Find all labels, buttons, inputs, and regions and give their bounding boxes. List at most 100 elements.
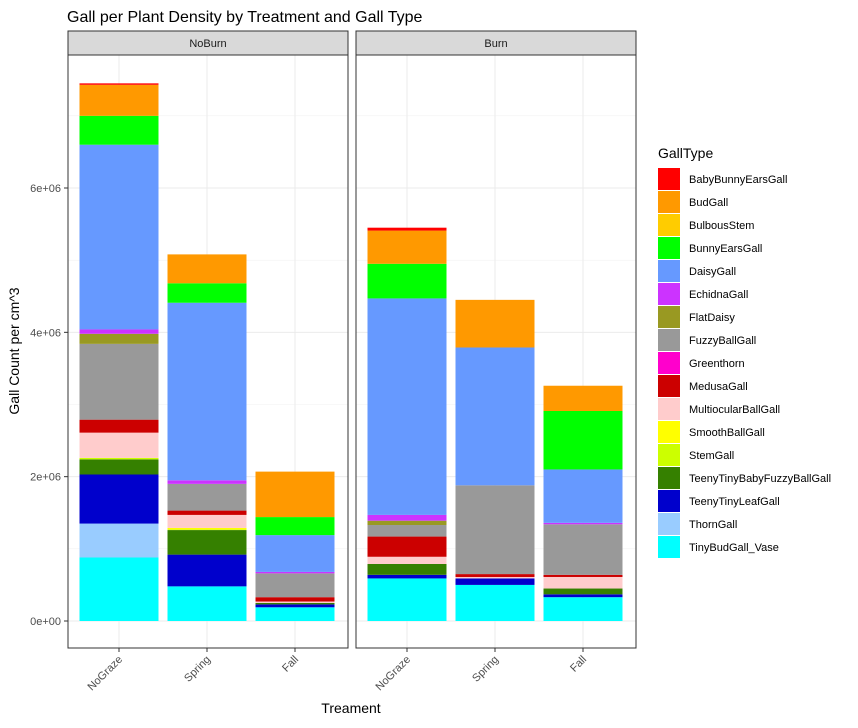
bar-segment-babybunnyearsgall bbox=[367, 227, 447, 231]
bar-segment-tinybudgall_vase bbox=[543, 597, 623, 621]
bar-segment-daisygall bbox=[367, 298, 447, 515]
legend-swatch bbox=[658, 467, 680, 489]
bar-segment-teenytinyleafgall bbox=[79, 474, 159, 524]
bar-segment-teenytinyleafgall bbox=[167, 554, 247, 587]
bar-segment-fuzzyballgall bbox=[255, 573, 335, 598]
legend-item-stemgall: StemGall bbox=[658, 444, 734, 466]
legend-item-bulbousstem: BulbousStem bbox=[658, 214, 754, 236]
bar-segment-budgall bbox=[543, 385, 623, 411]
bar-segment-echidnagall bbox=[367, 514, 447, 521]
bar-segment-stemgall bbox=[79, 457, 159, 460]
legend-item-smoothballgall: SmoothBallGall bbox=[658, 421, 765, 443]
legend-label: SmoothBallGall bbox=[689, 427, 765, 439]
bar-segment-babybunnyearsgall bbox=[79, 83, 159, 85]
bar-segment-teenytinyleafgall bbox=[455, 578, 535, 585]
bar-segment-multiocularballgall bbox=[543, 576, 623, 589]
bar-segment-teenytinybabyfuzzyballgall bbox=[367, 563, 447, 575]
legend-swatch bbox=[658, 513, 680, 535]
bar-segment-teenytinyleafgall bbox=[255, 604, 335, 608]
bar-segment-multiocularballgall bbox=[79, 432, 159, 458]
bar-segment-fuzzyballgall bbox=[167, 483, 247, 511]
bar-segment-medusagall bbox=[455, 574, 535, 577]
bar-segment-daisygall bbox=[79, 144, 159, 330]
bar-noburn-fall bbox=[255, 471, 335, 621]
bar-segment-bunnyearsgall bbox=[167, 283, 247, 303]
bar-segment-medusagall bbox=[79, 419, 159, 433]
facet-strip-label: NoBurn bbox=[189, 38, 226, 50]
legend-item-daisygall: DaisyGall bbox=[658, 260, 736, 282]
bar-segment-flatdaisy bbox=[79, 333, 159, 344]
legend: GallType BabyBunnyEarsGall BudGall Bulbous… bbox=[658, 145, 831, 558]
legend-swatch bbox=[658, 444, 680, 466]
legend-label: MultiocularBallGall bbox=[689, 404, 780, 416]
legend-label: TeenyTinyBabyFuzzyBallGall bbox=[689, 473, 831, 485]
bar-segment-teenytinybabyfuzzyballgall bbox=[167, 530, 247, 555]
panel-border bbox=[67, 54, 349, 649]
bar-segment-multiocularballgall bbox=[367, 556, 447, 564]
legend-item-teenytinyleafgall: TeenyTinyLeafGall bbox=[658, 490, 780, 512]
legend-swatch bbox=[658, 283, 680, 305]
x-tick-label: Spring bbox=[182, 654, 213, 685]
legend-item-bunnyearsgall: BunnyEarsGall bbox=[658, 237, 762, 259]
bar-noburn-nograze bbox=[79, 83, 159, 621]
legend-swatch bbox=[658, 536, 680, 558]
legend-swatch bbox=[658, 260, 680, 282]
legend-label: BabyBunnyEarsGall bbox=[689, 174, 787, 186]
legend-label: Greenthorn bbox=[689, 358, 745, 370]
y-axis: 0e+00 2e+06 4e+06 6e+06 bbox=[30, 183, 68, 628]
bar-noburn-spring bbox=[167, 254, 247, 621]
bar-segment-multiocularballgall bbox=[255, 601, 335, 603]
legend-label: TeenyTinyLeafGall bbox=[689, 496, 780, 508]
y-tick-label: 0e+00 bbox=[30, 616, 61, 628]
facet-strip bbox=[67, 30, 349, 56]
facet-panel-noburn: NoBurn NoGraze Spring Fall bbox=[67, 30, 349, 693]
legend-label: TinyBudGall_Vase bbox=[689, 542, 779, 554]
bar-segment-budgall bbox=[167, 254, 247, 284]
legend-swatch bbox=[658, 421, 680, 443]
legend-label: MedusaGall bbox=[689, 381, 748, 393]
bar-segment-daisygall bbox=[543, 469, 623, 523]
legend-item-fuzzyballgall: FuzzyBallGall bbox=[658, 329, 756, 351]
legend-swatch bbox=[658, 352, 680, 374]
y-tick-label: 2e+06 bbox=[30, 472, 61, 484]
bar-segment-smoothballgall bbox=[167, 527, 247, 530]
legend-item-medusagall: MedusaGall bbox=[658, 375, 748, 397]
y-axis-title: Gall Count per cm^3 bbox=[6, 287, 22, 414]
bar-segment-fuzzyballgall bbox=[455, 485, 535, 575]
bar-segment-medusagall bbox=[367, 536, 447, 557]
bar-segment-fuzzyballgall bbox=[367, 525, 447, 537]
bar-segment-fuzzyballgall bbox=[543, 524, 623, 575]
bar-segment-teenytinybabyfuzzyballgall bbox=[543, 588, 623, 595]
x-tick-label: Fall bbox=[280, 654, 301, 675]
y-tick-label: 4e+06 bbox=[30, 327, 61, 339]
bar-segment-medusagall bbox=[167, 510, 247, 515]
legend-swatch bbox=[658, 237, 680, 259]
facet-strip bbox=[355, 30, 637, 56]
bar-segment-echidnagall bbox=[167, 480, 247, 484]
legend-label: BudGall bbox=[689, 197, 728, 209]
bar-segment-budgall bbox=[255, 471, 335, 518]
legend-item-echidnagall: EchidnaGall bbox=[658, 283, 748, 305]
legend-label: FuzzyBallGall bbox=[689, 335, 756, 347]
bar-segment-multiocularballgall bbox=[455, 576, 535, 579]
bar-segment-bunnyearsgall bbox=[79, 115, 159, 145]
y-tick-label: 6e+06 bbox=[30, 183, 61, 195]
x-axis-title: Treament bbox=[321, 700, 381, 716]
bar-segment-thorngall bbox=[79, 523, 159, 558]
bar-segment-bunnyearsgall bbox=[543, 410, 623, 470]
legend-label: DaisyGall bbox=[689, 266, 736, 278]
facet-strip-label: Burn bbox=[484, 38, 507, 50]
bar-segment-teenytinyleafgall bbox=[543, 594, 623, 598]
legend-swatch bbox=[658, 375, 680, 397]
bar-segment-teenytinybabyfuzzyballgall bbox=[255, 602, 335, 605]
facet-panel-burn: Burn NoGraze Spring Fall bbox=[355, 30, 637, 693]
bar-segment-bunnyearsgall bbox=[255, 517, 335, 536]
bar-segment-echidnagall bbox=[255, 571, 335, 574]
panel-border bbox=[355, 54, 637, 649]
bar-segment-teenytinybabyfuzzyballgall bbox=[79, 459, 159, 475]
legend-items: BabyBunnyEarsGall BudGall BulbousStem Bunny… bbox=[658, 168, 831, 558]
bar-segment-echidnagall bbox=[543, 522, 623, 525]
x-tick-label: Fall bbox=[568, 654, 589, 675]
bar-segment-stemgall bbox=[167, 529, 247, 531]
